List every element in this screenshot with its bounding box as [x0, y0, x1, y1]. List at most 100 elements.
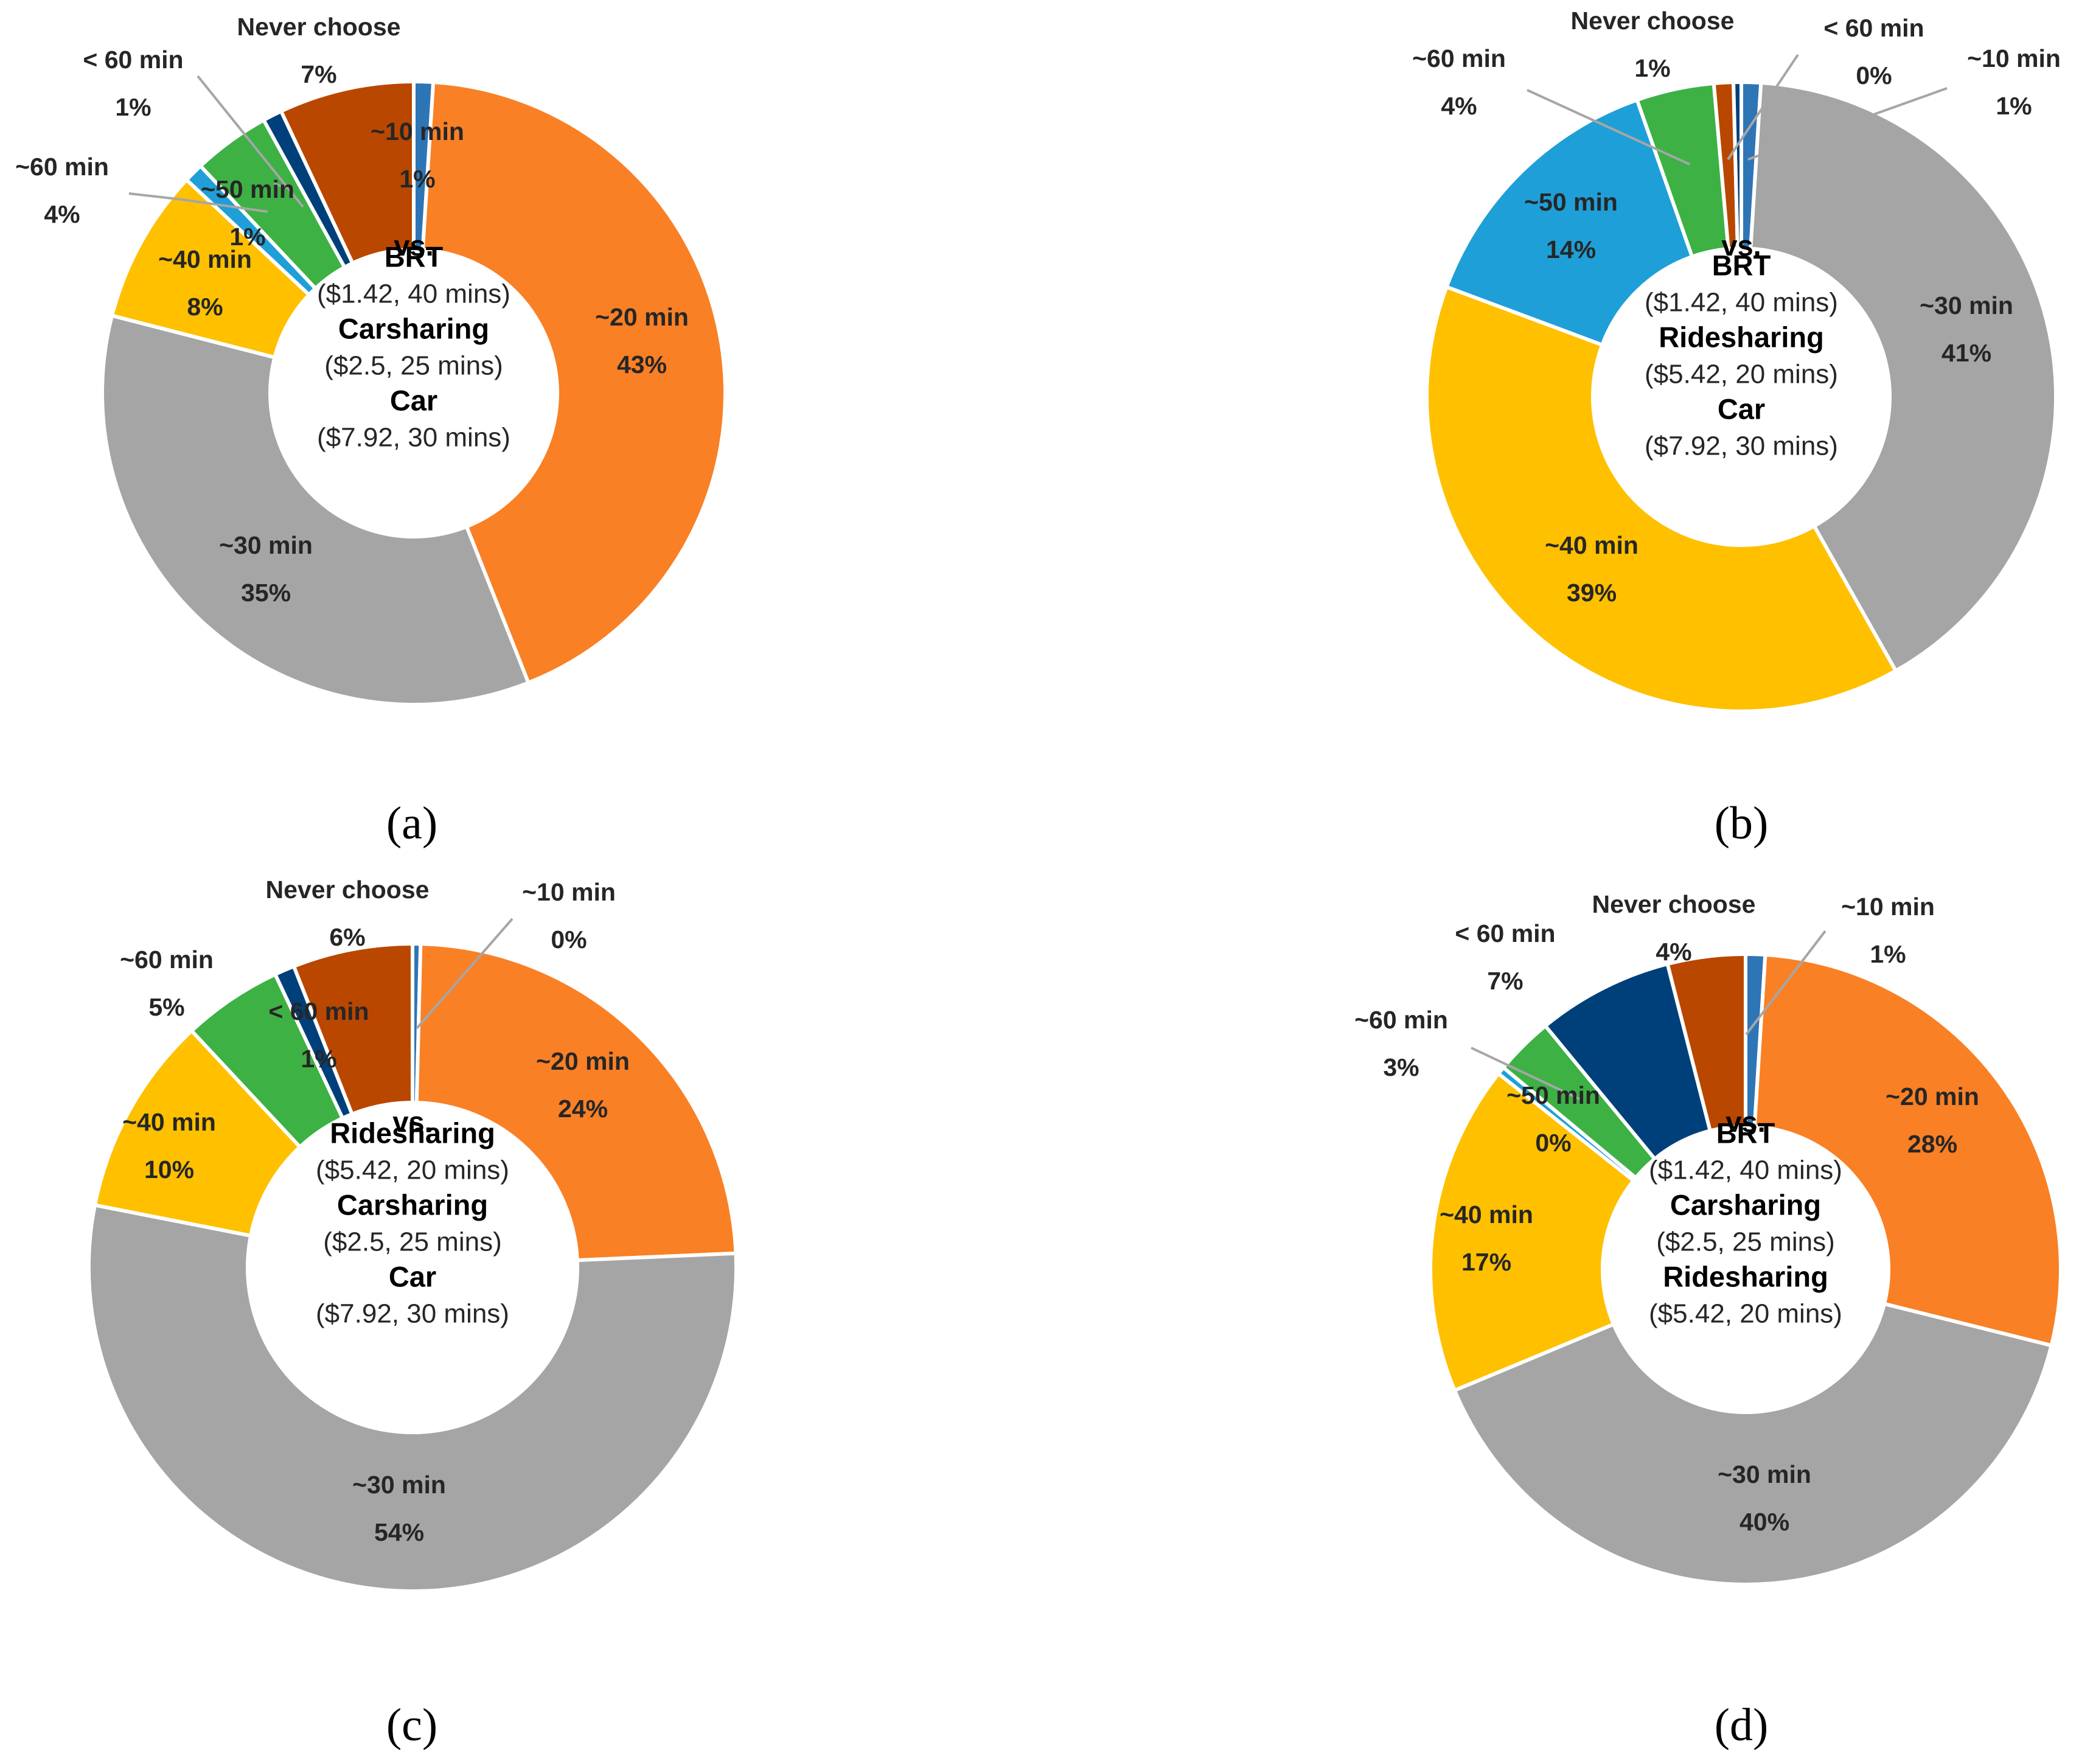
slice-percent-30-min: 40% [1739, 1508, 1789, 1536]
panel-label-a: (a) [386, 798, 437, 849]
center-mode-name: BRT [1716, 1117, 1775, 1149]
donut-chart-c: ~10 min 0% ~20 min 24% ~30 min 54% ~40 min 10% ~… [87, 876, 738, 1593]
center-mode-name: Carsharing [1670, 1189, 1821, 1221]
center-mode-detail: ($5.42, 20 mins) [1649, 1299, 1842, 1329]
center-mode-name: BRT [385, 241, 444, 273]
slices [100, 79, 727, 706]
slice-percent-60-min: 1% [301, 1045, 336, 1073]
slice-label-30-min: ~30 min [219, 531, 313, 559]
slice-label-40-min: ~40 min [1545, 531, 1638, 559]
slice-label-10-min: ~10 min [1841, 893, 1935, 921]
slice-label-20-min: ~20 min [595, 303, 689, 331]
panel-label-b: (b) [1715, 798, 1769, 849]
slice-percent-never-choose: 4% [1656, 938, 1691, 966]
slice-label-60-min: < 60 min [1455, 919, 1555, 947]
slice-label-20-min: ~20 min [1886, 1082, 1979, 1110]
center-mode-detail: ($7.92, 30 mins) [1645, 431, 1838, 461]
slice-percent-20-min: 28% [1907, 1130, 1957, 1158]
slice-percent-60-min: 5% [148, 993, 184, 1021]
slice-label-60-min: < 60 min [268, 997, 369, 1025]
center-mode-name: Car [390, 385, 437, 417]
center-mode-name: Carsharing [338, 313, 489, 345]
center-mode-name: Car [389, 1261, 436, 1293]
slice-label-30-min: ~30 min [352, 1471, 446, 1499]
center-mode-detail: ($2.5, 25 mins) [323, 1227, 501, 1257]
slice-label-30-min: ~30 min [1718, 1460, 1811, 1488]
panel-label-c: (c) [386, 1700, 437, 1751]
donut-chart-d: ~10 min 1% ~20 min 28% ~30 min 40% ~40 min 17% ~… [1354, 890, 2063, 1586]
center-mode-detail: ($2.5, 25 mins) [324, 351, 503, 381]
donut-chart-a: ~10 min 1% ~20 min 43% ~30 min 35% ~40 min 8% ~5… [15, 13, 727, 706]
slices [87, 941, 738, 1593]
slice-label-40-min: ~40 min [158, 245, 252, 273]
leader-line-60-min [1527, 89, 1690, 166]
slice-percent-40-min: 17% [1461, 1248, 1511, 1276]
slice-percent-10-min: 1% [399, 165, 435, 193]
slice-percent-10-min: 0% [551, 926, 587, 953]
slice-20-min [414, 942, 738, 1263]
center-mode-detail: ($1.42, 40 mins) [1645, 288, 1838, 318]
leader-line-10-min [416, 918, 514, 1030]
slice-40-min [1425, 284, 1898, 714]
slice-percent-10-min: 1% [1870, 940, 1906, 968]
slice-percent-30-min: 35% [241, 579, 291, 607]
slice-label-60-min: ~60 min [1412, 44, 1506, 72]
slice-label-50-min: ~50 min [1506, 1081, 1600, 1109]
slice-40-min [1429, 1071, 1636, 1393]
center-vs: vs. [1721, 229, 1761, 262]
slice-percent-20-min: 43% [617, 350, 667, 378]
center-mode-detail: ($5.42, 20 mins) [1645, 360, 1838, 389]
slice-percent-60-min: 4% [44, 200, 80, 228]
leader-line-60-min [1471, 1047, 1583, 1101]
center-mode-detail: ($1.42, 40 mins) [1649, 1156, 1842, 1185]
slice-label-50-min: ~50 min [1524, 188, 1618, 216]
leader-line-60-min [1727, 54, 1799, 161]
slice-percent-10-min: 1% [1996, 92, 2032, 120]
center-mode-detail: ($5.42, 20 mins) [316, 1156, 509, 1185]
slice-percent-50-min: 14% [1546, 235, 1596, 263]
slice-label-10-min: ~10 min [1967, 44, 2061, 72]
slice-30-min [1452, 1302, 2054, 1586]
slice-percent-50-min: 1% [229, 223, 265, 251]
slice-60-min [1731, 80, 1743, 251]
panel-label-d: (d) [1715, 1700, 1769, 1751]
slice-label-60-min: < 60 min [1823, 14, 1924, 42]
slice-30-min [100, 313, 531, 706]
slice-percent-40-min: 10% [144, 1156, 194, 1184]
center-mode-detail: ($7.92, 30 mins) [316, 1299, 509, 1329]
slice-percent-50-min: 0% [1535, 1129, 1571, 1157]
slice-label-40-min: ~40 min [122, 1108, 216, 1136]
slice-percent-60-min: 0% [1856, 61, 1892, 89]
slice-percent-60-min: 3% [1383, 1053, 1419, 1081]
center-vs: vs. [392, 1106, 432, 1138]
slice-percent-60-min: 7% [1487, 967, 1523, 995]
slice-label-60-min: ~60 min [15, 153, 109, 181]
center-vs: vs. [394, 229, 433, 262]
leader-line-60-min [128, 192, 268, 213]
slice-percent-30-min: 41% [1941, 339, 1991, 367]
slice-20-min [1752, 952, 2063, 1348]
slice-never-choose [291, 941, 414, 1117]
slice-30-min [1749, 80, 2058, 674]
center-mode-detail: ($7.92, 30 mins) [317, 423, 510, 453]
slice-label-never-choose: Never choose [237, 13, 401, 41]
slice-percent-40-min: 8% [187, 293, 223, 321]
center-mode-name: Carsharing [337, 1189, 488, 1221]
donut-chart-b: ~10 min 1% ~30 min 41% ~40 min 39% ~50 min 14% ~… [1412, 7, 2061, 714]
slice-label-20-min: ~20 min [536, 1047, 630, 1075]
slice-50-min [1444, 97, 1694, 347]
slice-label-10-min: ~10 min [522, 878, 616, 906]
slice-label-never-choose: Never choose [1592, 890, 1756, 918]
slice-label-never-choose: Never choose [1571, 7, 1735, 35]
slice-label-50-min: ~50 min [201, 175, 294, 203]
slice-never-choose [279, 79, 416, 266]
slice-40-min [92, 1028, 303, 1238]
slice-percent-never-choose: 7% [301, 60, 336, 88]
slice-percent-60-min: 1% [115, 93, 151, 121]
slice-percent-never-choose: 1% [1634, 54, 1670, 82]
leader-line-60-min [197, 75, 304, 208]
leader-line-10-min [1747, 87, 1948, 161]
center-mode-name: BRT [1712, 249, 1771, 282]
center-mode-detail: ($1.42, 40 mins) [317, 279, 510, 309]
